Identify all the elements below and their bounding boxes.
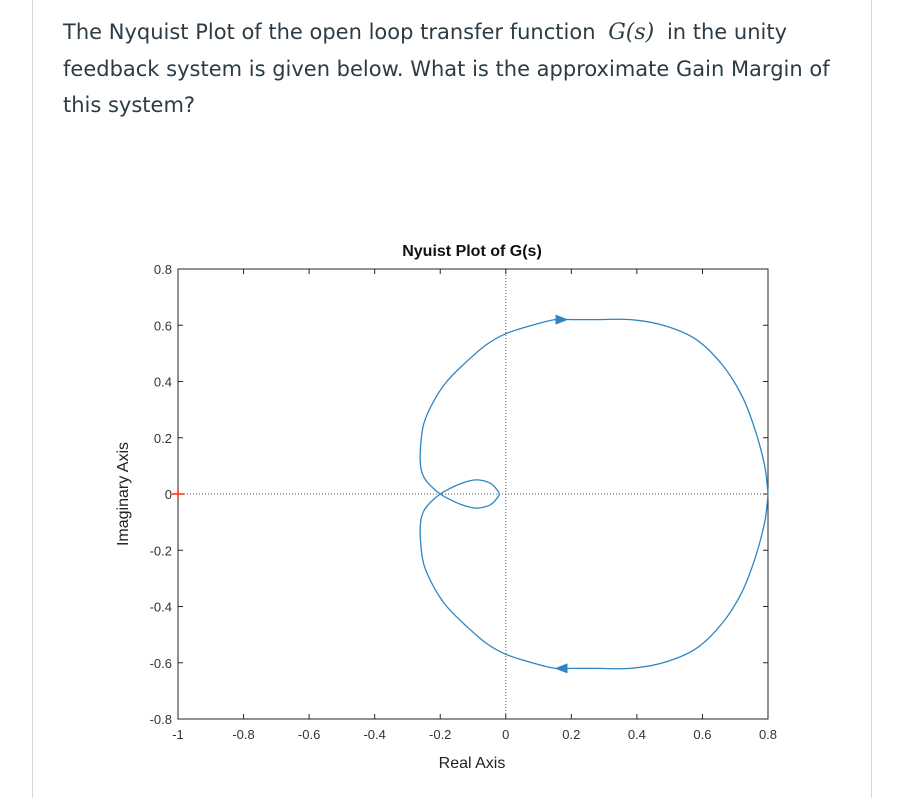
y-axis-label: Imaginary Axis (115, 442, 132, 546)
y-tick-label: -0.6 (150, 656, 172, 671)
y-tick-label: 0 (165, 487, 172, 502)
question-text: The Nyquist Plot of the open loop transf… (63, 14, 853, 123)
x-tick-label: 0.2 (562, 727, 580, 742)
y-tick-label: 0.8 (154, 262, 172, 277)
chart-title: Nyuist Plot of G(s) (402, 243, 542, 260)
x-tick-label: -0.4 (363, 727, 385, 742)
y-tick-label: -0.2 (150, 543, 172, 558)
x-tick-label: 0.6 (693, 727, 711, 742)
grid-layer (178, 269, 768, 719)
ticks-layer: -1 -0.8 -0.6 -0.4 -0.2 0 0.2 0.4 0.6 0.80.80.60.4… (150, 262, 777, 742)
critical-point-marker (172, 488, 184, 500)
y-tick-label: -0.4 (150, 600, 172, 615)
y-tick-label: 0.4 (154, 375, 172, 390)
x-tick-label: 0.4 (628, 727, 646, 742)
y-tick-label: 0.6 (154, 318, 172, 333)
transfer-function-math: G(s) (608, 20, 655, 45)
x-tick-label: 0 (502, 727, 509, 742)
direction-arrow-bottom (554, 663, 568, 674)
x-tick-label: -0.2 (429, 727, 451, 742)
x-tick-label: -1 (172, 727, 184, 742)
x-axis-label: Real Axis (439, 755, 506, 772)
question-text-after: in the unity feedback system is given be… (63, 20, 830, 117)
x-tick-label: -0.6 (298, 727, 320, 742)
y-tick-label: -0.8 (150, 712, 172, 727)
question-text-before: The Nyquist Plot of the open loop transf… (63, 20, 596, 44)
y-tick-label: 0.2 (154, 431, 172, 446)
x-tick-label: 0.8 (759, 727, 777, 742)
question-card: The Nyquist Plot of the open loop transf… (32, 0, 872, 798)
direction-arrow-top (555, 314, 569, 325)
x-tick-label: -0.8 (232, 727, 254, 742)
